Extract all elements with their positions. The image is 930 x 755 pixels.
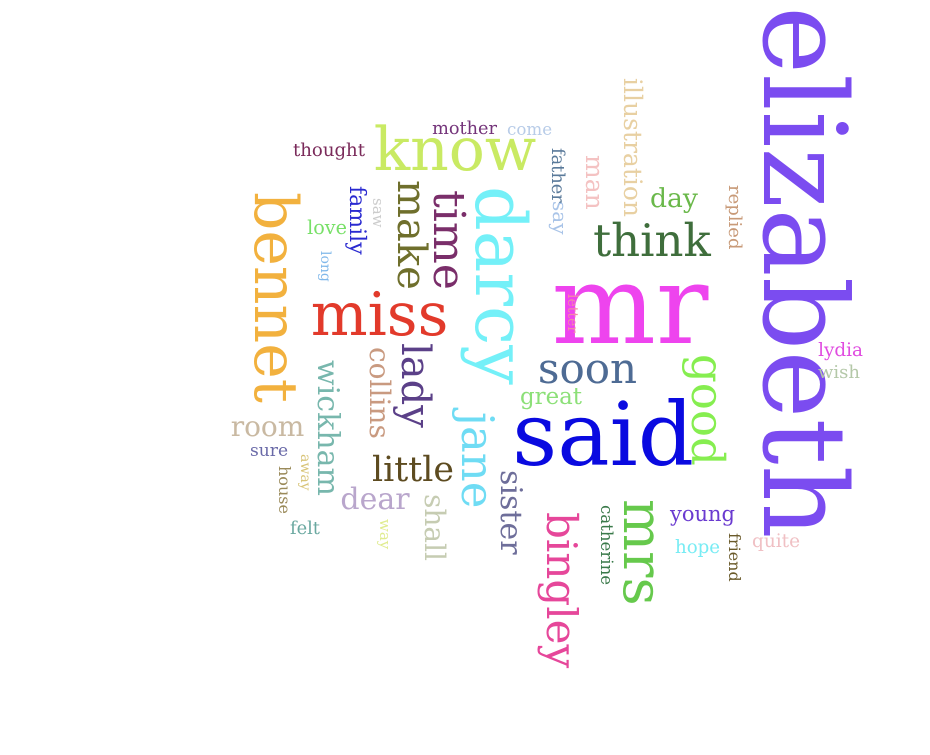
word-felt: felt [290, 518, 320, 540]
word-darcy: darcy [459, 185, 541, 385]
word-house: house [275, 465, 294, 514]
word-friend: friend [725, 533, 744, 582]
word-know: know [373, 115, 537, 185]
word-lydia: lydia [818, 339, 863, 361]
word-mr: mr [551, 241, 709, 369]
word-man: man [580, 155, 609, 210]
word-family: family [344, 185, 369, 255]
word-shall: shall [418, 494, 451, 562]
word-thought: thought [293, 140, 365, 161]
word-away: away [297, 454, 313, 491]
word-sister: sister [493, 470, 528, 555]
word-quite: quite [752, 530, 801, 552]
word-room: room [230, 410, 305, 443]
word-good: good [681, 354, 734, 466]
word-young: young [670, 501, 735, 526]
word-letter: letter [564, 293, 580, 333]
word-saw: saw [369, 197, 387, 228]
word-think: think [593, 214, 711, 267]
word-love: love [307, 216, 347, 240]
word-dear: dear [340, 482, 410, 517]
word-hope: hope [675, 536, 721, 558]
word-illustration: illustration [618, 78, 647, 218]
word-make: make [388, 180, 434, 290]
word-soon: soon [537, 344, 638, 393]
word-sure: sure [250, 440, 289, 461]
word-lady: lady [392, 342, 438, 428]
word-bennet: bennet [240, 192, 310, 403]
word-miss: miss [310, 280, 449, 350]
word-way: way [376, 518, 394, 550]
word-catherine: catherine [596, 504, 616, 585]
word-wickham: wickham [310, 359, 345, 496]
word-bingley: bingley [537, 511, 586, 669]
word-long: long [317, 250, 333, 282]
word-come: come [507, 118, 553, 139]
word-elizabeth: elizabeth [736, 6, 870, 539]
word-mother: mother [432, 119, 497, 140]
word-day: day [650, 182, 698, 214]
word-said: said [512, 383, 694, 486]
word-wish: wish [818, 362, 860, 383]
word-replied: replied [724, 185, 745, 250]
word-little: little [372, 449, 454, 490]
word-say: say [548, 200, 572, 235]
word-mrs: mrs [611, 499, 675, 606]
word-father: father [546, 148, 568, 203]
word-collins: collins [363, 346, 396, 439]
word-great: great [520, 384, 582, 410]
